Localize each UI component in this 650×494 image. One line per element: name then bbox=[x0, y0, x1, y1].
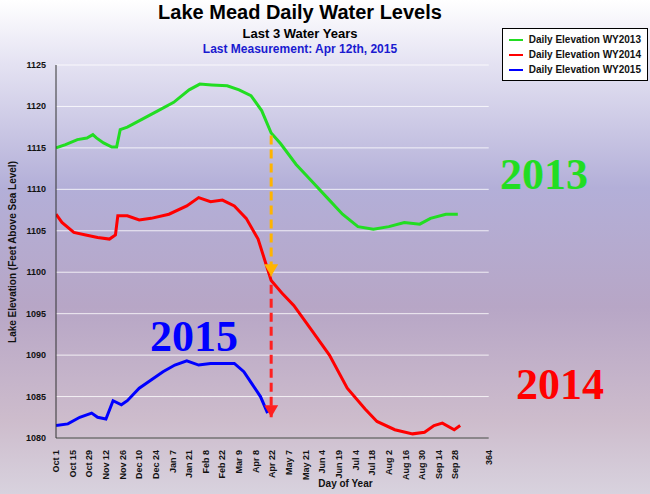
html-text:Daily Elevation WY2013: Daily Elevation WY2013 bbox=[528, 34, 641, 45]
svg-text:Feb 8: Feb 8 bbox=[201, 450, 211, 474]
svg-text:Oct 1: Oct 1 bbox=[51, 450, 61, 473]
html-text:2013: 2013 bbox=[500, 150, 588, 199]
svg-text:May 7: May 7 bbox=[284, 450, 294, 475]
svg-text:Nov 12: Nov 12 bbox=[101, 450, 111, 480]
svg-text:1085: 1085 bbox=[26, 392, 46, 402]
svg-text:Oct 29: Oct 29 bbox=[84, 450, 94, 478]
svg-text:Feb 22: Feb 22 bbox=[217, 450, 227, 479]
svg-text:Jul 18: Jul 18 bbox=[367, 450, 377, 476]
html-text:Daily Elevation WY2014: Daily Elevation WY2014 bbox=[528, 49, 641, 60]
svg-text:Jan 7: Jan 7 bbox=[168, 450, 178, 473]
svg-text:1090: 1090 bbox=[26, 350, 46, 360]
svg-text:1095: 1095 bbox=[26, 309, 46, 319]
svg-text:May 21: May 21 bbox=[301, 450, 311, 480]
html-text:Lake Elevation (Feet Above Sea: Lake Elevation (Feet Above Sea Level) bbox=[6, 161, 18, 343]
html-text:2015: 2015 bbox=[150, 312, 238, 361]
svg-text:Mar 9: Mar 9 bbox=[234, 450, 244, 474]
svg-text:Jun 4: Jun 4 bbox=[317, 450, 327, 474]
html-text:Lake Mead Daily Water Levels: Lake Mead Daily Water Levels bbox=[158, 1, 442, 23]
svg-text:Oct 15: Oct 15 bbox=[68, 450, 78, 478]
svg-text:1120: 1120 bbox=[26, 101, 46, 111]
svg-text:364: 364 bbox=[484, 450, 494, 465]
svg-text:Aug 2: Aug 2 bbox=[384, 450, 394, 475]
html-text:Last 3 Water Years: Last 3 Water Years bbox=[242, 26, 358, 41]
svg-text:Apr 8: Apr 8 bbox=[251, 450, 261, 473]
svg-text:1115: 1115 bbox=[27, 143, 46, 153]
svg-text:Aug 16: Aug 16 bbox=[401, 450, 411, 480]
svg-text:Jul 4: Jul 4 bbox=[351, 450, 361, 471]
svg-text:1105: 1105 bbox=[26, 226, 46, 236]
svg-text:Apr 22: Apr 22 bbox=[267, 450, 277, 478]
html-text:2014: 2014 bbox=[516, 360, 604, 409]
svg-text:1110: 1110 bbox=[27, 184, 46, 194]
svg-text:1100: 1100 bbox=[26, 267, 46, 277]
html-text:Day of Year: Day of Year bbox=[318, 478, 373, 489]
html-text:Daily Elevation WY2015: Daily Elevation WY2015 bbox=[528, 64, 641, 75]
svg-text:Jan 21: Jan 21 bbox=[184, 450, 194, 478]
svg-text:Sep 14: Sep 14 bbox=[434, 450, 444, 479]
svg-text:1125: 1125 bbox=[26, 60, 46, 70]
svg-text:Dec 10: Dec 10 bbox=[134, 450, 144, 479]
svg-text:Dec 24: Dec 24 bbox=[151, 450, 161, 479]
svg-text:Nov 26: Nov 26 bbox=[118, 450, 128, 480]
svg-text:1080: 1080 bbox=[26, 433, 46, 443]
svg-text:Jun 19: Jun 19 bbox=[334, 450, 344, 479]
svg-text:Sep 28: Sep 28 bbox=[450, 450, 460, 479]
html-text:Last Measurement: Apr 12th, 20: Last Measurement: Apr 12th, 2015 bbox=[202, 42, 398, 56]
svg-text:Aug 30: Aug 30 bbox=[417, 450, 427, 480]
